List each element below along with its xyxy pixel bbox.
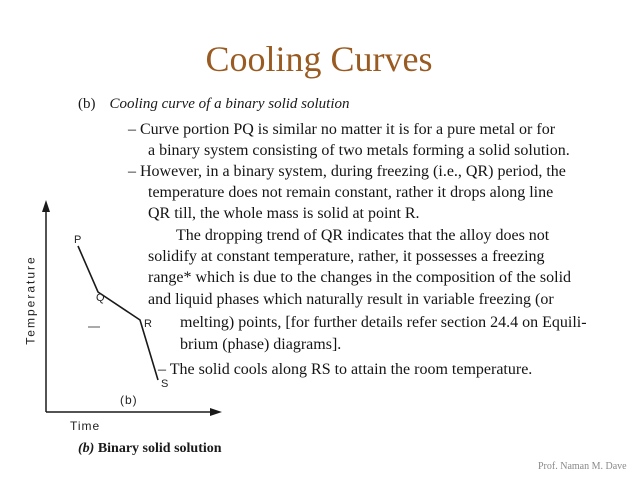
body-line: brium (phase) diagrams]. (180, 336, 342, 353)
point-label-s: S (161, 378, 169, 390)
section-heading: (b) Cooling curve of a binary solid solut… (78, 96, 350, 113)
footer-credit: Prof. Naman M. Dave (538, 461, 627, 472)
caption-text: Binary solid solution (97, 441, 222, 456)
x-axis-label: Time (70, 419, 101, 433)
figure-caption: (b) Binary solid solution (78, 441, 222, 457)
y-axis-arrow (42, 200, 50, 212)
body-line: melting) points, [for further details re… (180, 314, 587, 331)
body-line: – The solid cools along RS to attain the… (158, 361, 533, 378)
section-heading-text: Cooling curve of a binary solid solution (109, 96, 350, 112)
body-line: – However, in a binary system, during fr… (128, 163, 566, 180)
body-line: QR till, the whole mass is solid at poin… (148, 205, 420, 222)
section-marker: (b) (78, 96, 96, 112)
point-label-q: Q (96, 292, 105, 304)
point-label-p: P (74, 234, 82, 246)
caption-marker: (b) (78, 441, 95, 456)
body-line: range* which is due to the changes in th… (148, 269, 572, 286)
body-line: a binary system consisting of two metals… (148, 142, 570, 159)
y-axis-label: Temperature (23, 255, 38, 345)
x-axis-arrow (210, 408, 222, 416)
body-line: solidify at constant temperature, rather… (148, 248, 545, 265)
cooling-curve-line (77, 245, 159, 381)
panel-label: (b) (120, 393, 138, 407)
point-label-r: R (144, 318, 152, 330)
body-line: – Curve portion PQ is similar no matter … (128, 121, 556, 138)
slide-title: Cooling Curves (205, 39, 433, 79)
body-line: and liquid phases which naturally result… (148, 291, 554, 308)
body-line: temperature does not remain constant, ra… (148, 184, 554, 201)
body-line: The dropping trend of QR indicates that … (176, 227, 550, 244)
